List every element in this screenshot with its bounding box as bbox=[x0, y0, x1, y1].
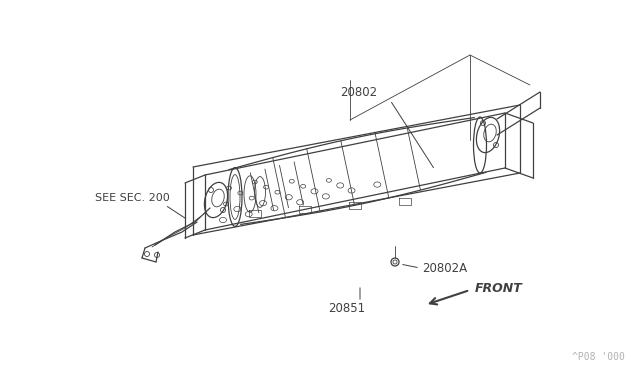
Text: ^P08 '000: ^P08 '000 bbox=[572, 352, 625, 362]
Text: 20802A: 20802A bbox=[422, 262, 467, 275]
Text: FRONT: FRONT bbox=[475, 282, 523, 295]
Text: 20802: 20802 bbox=[340, 87, 377, 99]
Text: SEE SEC. 200: SEE SEC. 200 bbox=[95, 193, 170, 203]
Text: 20851: 20851 bbox=[328, 301, 365, 314]
